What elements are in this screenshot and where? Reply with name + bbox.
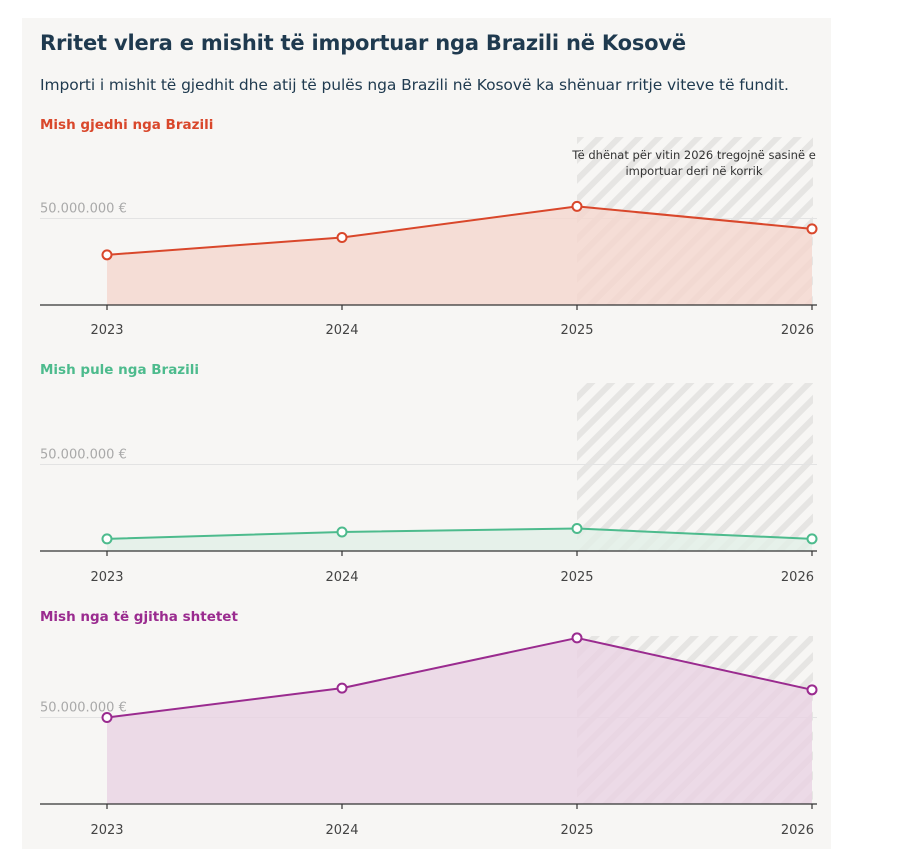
data-point[interactable] bbox=[336, 526, 348, 538]
data-point[interactable] bbox=[571, 200, 583, 212]
series-area bbox=[107, 637, 812, 804]
x-tick-label: 2023 bbox=[90, 823, 123, 838]
data-point[interactable] bbox=[806, 533, 818, 545]
series-line bbox=[106, 636, 813, 719]
data-point[interactable] bbox=[571, 523, 583, 535]
x-tick-label: 2024 bbox=[325, 323, 358, 338]
data-point[interactable] bbox=[101, 533, 113, 545]
reference-line-label: 50.000.000 € bbox=[40, 202, 127, 217]
series-line bbox=[106, 527, 813, 540]
series-line bbox=[106, 205, 813, 256]
x-tick-label: 2026 bbox=[781, 823, 814, 838]
x-tick-label: 2025 bbox=[560, 323, 593, 338]
x-tick-label: 2023 bbox=[90, 570, 123, 585]
data-point[interactable] bbox=[336, 682, 348, 694]
reference-line-label: 50.000.000 € bbox=[40, 701, 127, 716]
partial-year-region bbox=[577, 383, 813, 551]
panel-title: Mish pule nga Brazili bbox=[40, 362, 199, 378]
partial-year-note: Të dhënat për vitin 2026 tregojnë sasinë… bbox=[571, 148, 816, 162]
panel-title: Mish nga të gjitha shtetet bbox=[40, 609, 238, 625]
data-point[interactable] bbox=[571, 632, 583, 644]
page-title: Rritet vlera e mishit të importuar nga B… bbox=[40, 31, 686, 55]
x-tick-label: 2026 bbox=[781, 323, 814, 338]
x-tick-label: 2026 bbox=[781, 570, 814, 585]
data-point[interactable] bbox=[101, 249, 113, 261]
data-point[interactable] bbox=[101, 712, 113, 723]
x-tick-label: 2024 bbox=[325, 823, 358, 838]
x-tick-label: 2023 bbox=[90, 323, 123, 338]
series-area bbox=[107, 206, 812, 305]
x-tick-label: 2025 bbox=[560, 570, 593, 585]
data-point[interactable] bbox=[806, 223, 818, 235]
partial-year-note: importuar deri në korrik bbox=[625, 164, 762, 178]
x-tick-label: 2025 bbox=[560, 823, 593, 838]
reference-line-label: 50.000.000 € bbox=[40, 448, 127, 463]
x-tick-label: 2024 bbox=[325, 570, 358, 585]
page-subtitle: Importi i mishit të gjedhit dhe atij të … bbox=[40, 76, 789, 94]
data-point[interactable] bbox=[336, 232, 348, 244]
data-point[interactable] bbox=[806, 684, 818, 696]
panel-title: Mish gjedhi nga Brazili bbox=[40, 117, 213, 133]
